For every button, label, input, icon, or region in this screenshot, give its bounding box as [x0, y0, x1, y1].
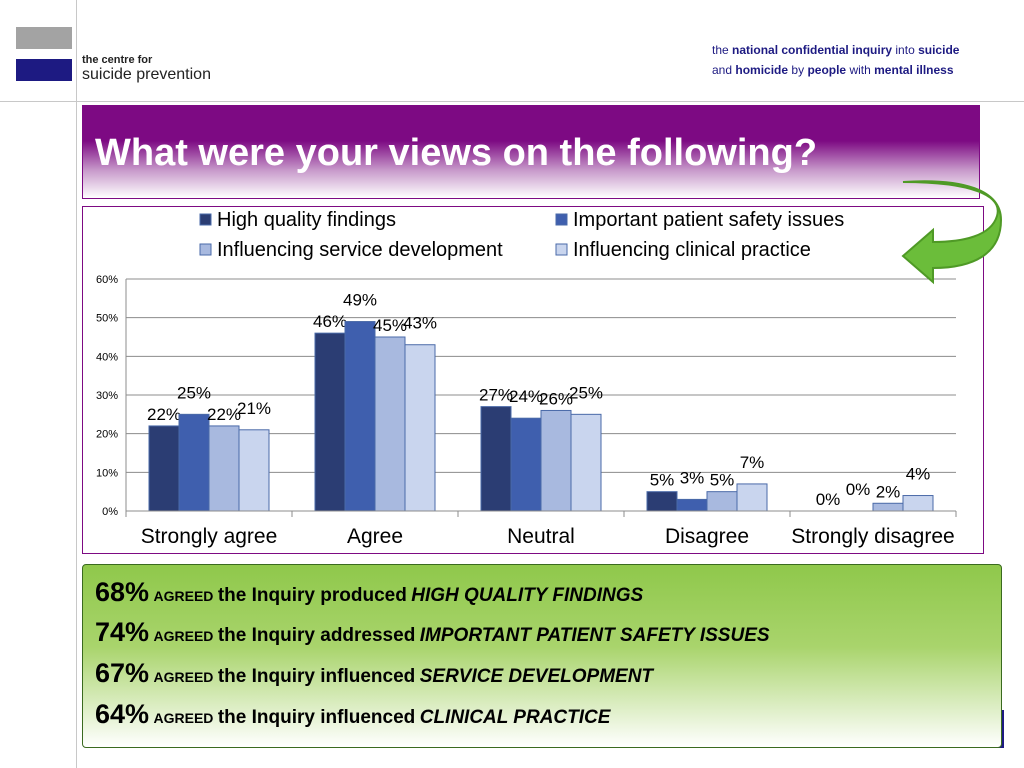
header-vertical-divider [76, 0, 77, 768]
header-horizontal-divider [0, 101, 1024, 102]
data-label: 27% [479, 386, 513, 405]
slide-title: What were your views on the following? [95, 132, 818, 174]
bar [238, 429, 270, 512]
data-label: 24% [509, 387, 543, 406]
bar [510, 417, 542, 512]
bar [344, 321, 376, 512]
org-name: suicide prevention [82, 66, 211, 83]
chart-container: 0% 10% 20% 30% 40% 50% 60% 22% 25% 22% 21% Strongly… [82, 206, 984, 554]
legend-swatch [555, 243, 568, 256]
summary-line: 64% AGREED the Inquiry influenced CLINIC… [95, 699, 611, 729]
bar [480, 406, 512, 512]
y-tick-label: 40% [96, 351, 118, 363]
data-label: 21% [237, 399, 271, 418]
data-label: 22% [207, 405, 241, 424]
category-label: Strongly disagree [791, 525, 954, 548]
data-label: 0% [846, 480, 871, 499]
y-tick-label: 50% [96, 313, 118, 325]
data-label: 2% [876, 482, 901, 501]
y-tick-label: 60% [96, 274, 118, 286]
legend-swatch [199, 213, 212, 226]
bar [178, 413, 210, 512]
data-label: 46% [313, 312, 347, 331]
org-small-text: the centre for [82, 54, 153, 66]
logo-navy-block [16, 59, 72, 81]
bar [706, 491, 738, 512]
slide-title-banner: What were your views on the following? [82, 105, 980, 199]
data-label: 7% [740, 453, 765, 472]
bar [404, 344, 436, 512]
category-label: Agree [347, 525, 403, 548]
legend-swatch [555, 213, 568, 226]
data-label: 26% [539, 389, 573, 408]
inquiry-line-1: the national confidential inquiry into s… [712, 43, 960, 57]
inquiry-line-2: and homicide by people with mental illne… [712, 63, 954, 77]
y-tick-label: 0% [102, 506, 118, 518]
legend-label: Important patient safety issues [573, 209, 844, 231]
bar-chart: 0%10%20%30%40%50%60%22%25%22%21%Strongly… [96, 209, 957, 548]
data-label: 25% [569, 383, 603, 402]
legend-label: High quality findings [217, 209, 396, 231]
data-label: 5% [710, 471, 735, 490]
curved-arrow-icon [901, 180, 1003, 285]
bar [540, 409, 572, 512]
data-label: 5% [650, 471, 675, 490]
logo-grey-block [16, 27, 72, 49]
summary-line: 67% AGREED the Inquiry influenced SERVIC… [95, 658, 654, 688]
data-label: 3% [680, 468, 705, 487]
data-label: 45% [373, 316, 407, 335]
legend-label: Influencing service development [217, 239, 503, 261]
bar [314, 332, 346, 512]
summary-line: 68% AGREED the Inquiry produced HIGH QUA… [95, 577, 644, 607]
bar [374, 336, 406, 512]
bar [902, 495, 934, 512]
y-tick-label: 30% [96, 390, 118, 402]
legend-label: Influencing clinical practice [573, 239, 811, 261]
data-label: 4% [906, 465, 931, 484]
bar [208, 425, 240, 512]
category-label: Neutral [507, 525, 575, 548]
summary-line: 74% AGREED the Inquiry addressed IMPORTA… [95, 617, 770, 647]
category-label: Strongly agree [141, 525, 278, 548]
data-label: 25% [177, 383, 211, 402]
bar [148, 425, 180, 512]
bar [872, 502, 904, 512]
bar [676, 498, 708, 512]
data-label: 0% [816, 490, 841, 509]
data-label: 43% [403, 314, 437, 333]
bar [736, 483, 768, 512]
data-label: 49% [343, 291, 377, 310]
legend-swatch [199, 243, 212, 256]
bar [646, 491, 678, 512]
data-label: 22% [147, 405, 181, 424]
category-label: Disagree [665, 525, 749, 548]
y-tick-label: 10% [96, 467, 118, 479]
y-tick-label: 20% [96, 429, 118, 441]
inquiry-name: the national confidential inquiry into s… [712, 40, 1002, 80]
bar [570, 413, 602, 512]
summary-box: 68% AGREED the Inquiry produced HIGH QUA… [82, 564, 1002, 748]
